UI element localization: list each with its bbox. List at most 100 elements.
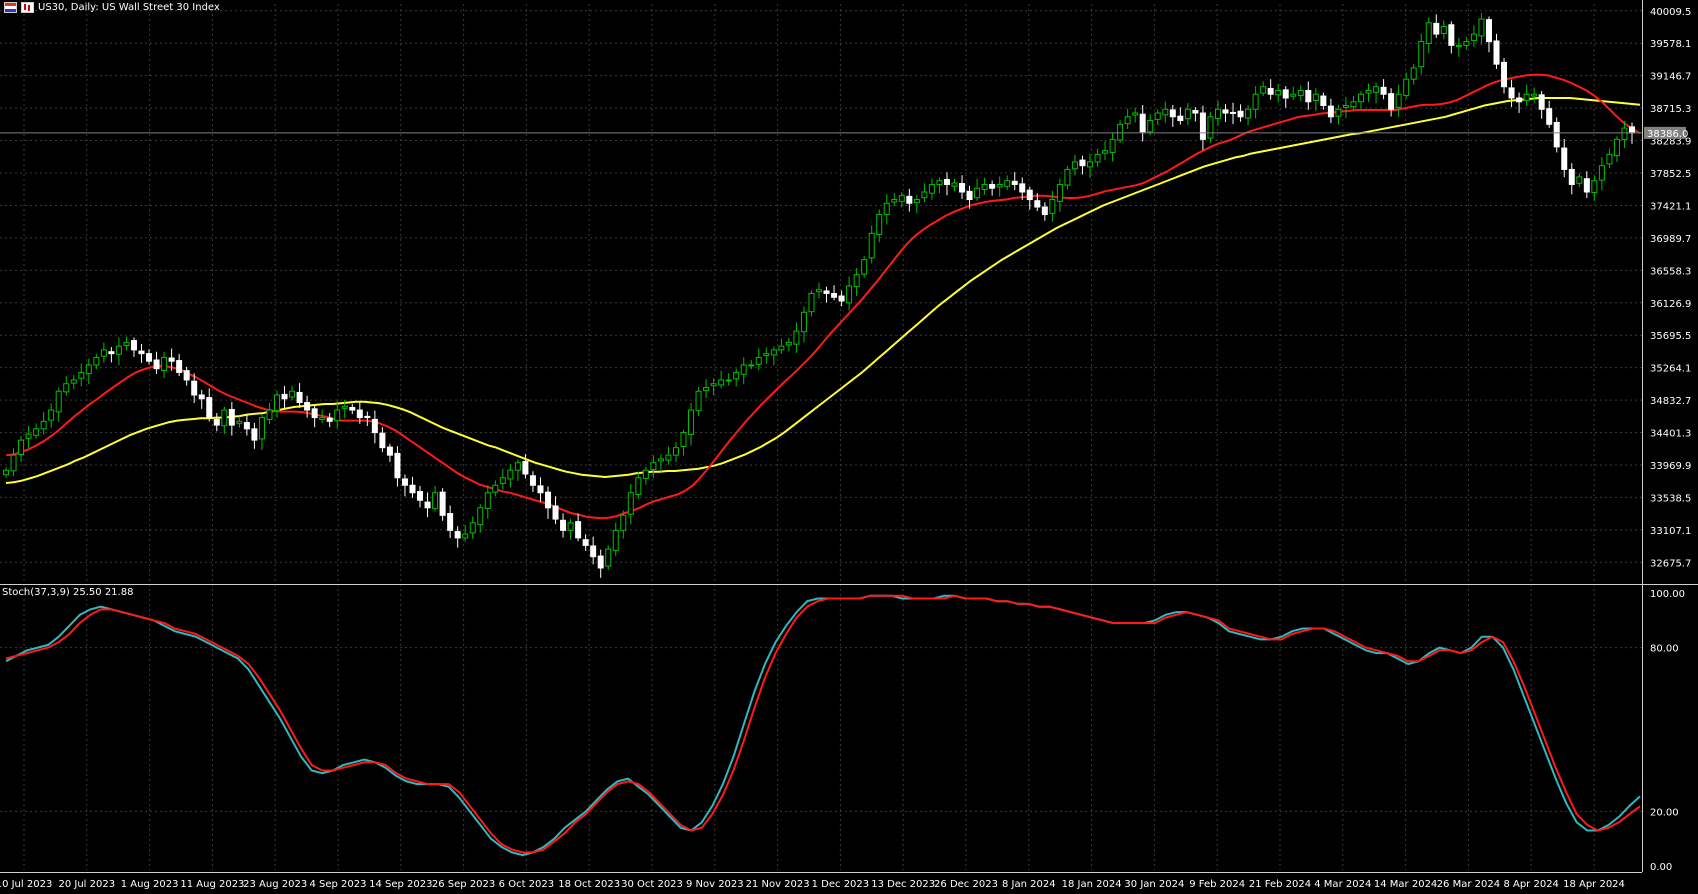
candle-body [1403, 78, 1410, 96]
grid [0, 4, 1642, 870]
price-tick-label: 34832.7 [1650, 396, 1691, 407]
candle-body [55, 390, 62, 413]
price-tick-label: 37421.1 [1650, 201, 1691, 212]
date-tick-label: 14 Mar 2024 [1374, 879, 1437, 890]
candle-body [1342, 105, 1349, 108]
candle-body [1162, 108, 1169, 116]
candle-body [1094, 153, 1101, 163]
candle-body [258, 417, 265, 440]
candle-body [1222, 109, 1229, 114]
candle-body [289, 390, 296, 398]
candle-body [349, 406, 356, 411]
date-tick-label: 20 Jul 2023 [58, 879, 115, 890]
candle-body [1629, 126, 1635, 134]
candle-body [138, 350, 145, 355]
candle-body [108, 351, 115, 355]
candle-body [552, 505, 559, 520]
candle-body [10, 454, 17, 472]
candle-body [1335, 108, 1342, 117]
candle-body [281, 393, 288, 400]
date-tick-label: 30 Jan 2024 [1124, 879, 1184, 890]
candle-body [296, 391, 303, 404]
candle-body [1297, 89, 1304, 96]
date-tick-label: 13 Dec 2023 [871, 879, 935, 890]
price-tick-label: 37852.5 [1650, 169, 1691, 180]
date-tick-label: 14 Sep 2023 [369, 879, 432, 890]
candle-body [642, 469, 649, 479]
candle-body [1199, 112, 1206, 140]
candle-body [1290, 93, 1297, 97]
candle-body [1154, 112, 1161, 120]
candle-body [1252, 93, 1259, 110]
chart-type-icon[interactable] [21, 2, 34, 13]
candle-body [672, 447, 679, 456]
candle-body [1621, 127, 1628, 140]
candle-body [213, 418, 220, 426]
candle-body [831, 293, 838, 298]
candle-body [341, 405, 348, 409]
candle-body [876, 214, 883, 236]
candle-body [514, 462, 521, 471]
candle-body [936, 180, 943, 185]
candle-body [1380, 86, 1387, 95]
candle-body [1516, 97, 1523, 103]
price-tick-label: 36126.9 [1650, 299, 1691, 310]
candle-body [1124, 116, 1131, 125]
candle-body [243, 422, 250, 430]
candle-body [1064, 168, 1071, 186]
candles [3, 13, 1635, 578]
candle-body [1485, 19, 1492, 43]
date-tick-label: 8 Apr 2024 [1503, 879, 1558, 890]
candle-body [161, 356, 168, 371]
candle-body [627, 492, 634, 515]
candle-body [447, 513, 454, 531]
candle-body [499, 477, 506, 484]
candle-body [1350, 101, 1357, 108]
candle-body [484, 492, 491, 509]
candle-body [1245, 108, 1252, 119]
candle-body [846, 285, 853, 304]
date-tick-label: 4 Sep 2023 [309, 879, 366, 890]
candle-body [439, 491, 446, 516]
candle-body [793, 330, 800, 345]
price-tick-label: 38715.3 [1650, 104, 1691, 115]
candle-body [951, 182, 958, 187]
candle-body [1109, 138, 1116, 153]
price-tick-label: 40009.5 [1650, 7, 1691, 18]
candle-body [1538, 94, 1545, 110]
price-tick-label: 39578.1 [1650, 39, 1691, 50]
candle-body [770, 349, 777, 356]
candle-body [1478, 18, 1485, 37]
candle-body [974, 187, 981, 199]
candle-body [1598, 165, 1605, 181]
candle-body [1395, 93, 1402, 108]
stoch-tick-label: 20.00 [1650, 807, 1679, 818]
candle-body [1591, 180, 1598, 194]
candle-body [123, 341, 130, 347]
candle-body [755, 356, 762, 365]
moving-averages [5, 73, 1641, 520]
candle-body [718, 379, 725, 386]
candle-body [1568, 168, 1575, 185]
candle-body [605, 548, 612, 567]
date-tick-label: 18 Apr 2024 [1563, 879, 1625, 890]
candle-body [85, 364, 92, 375]
price-tick-label: 36989.7 [1650, 234, 1691, 245]
candle-body [1087, 161, 1093, 168]
candle-body [710, 383, 717, 387]
candle-body [868, 232, 875, 259]
candle-body [1184, 108, 1191, 120]
stoch-tick-label: 80.00 [1650, 644, 1679, 655]
current-price-label: 38386.0 [1647, 129, 1688, 140]
candle-body [1358, 93, 1364, 103]
candle-body [1553, 122, 1560, 148]
candle-body [597, 555, 604, 569]
candle-body [379, 432, 386, 449]
candle-body [1448, 24, 1455, 46]
candle-body [326, 417, 333, 422]
date-tick-label: 23 Aug 2023 [243, 879, 307, 890]
candle-body [492, 484, 499, 493]
